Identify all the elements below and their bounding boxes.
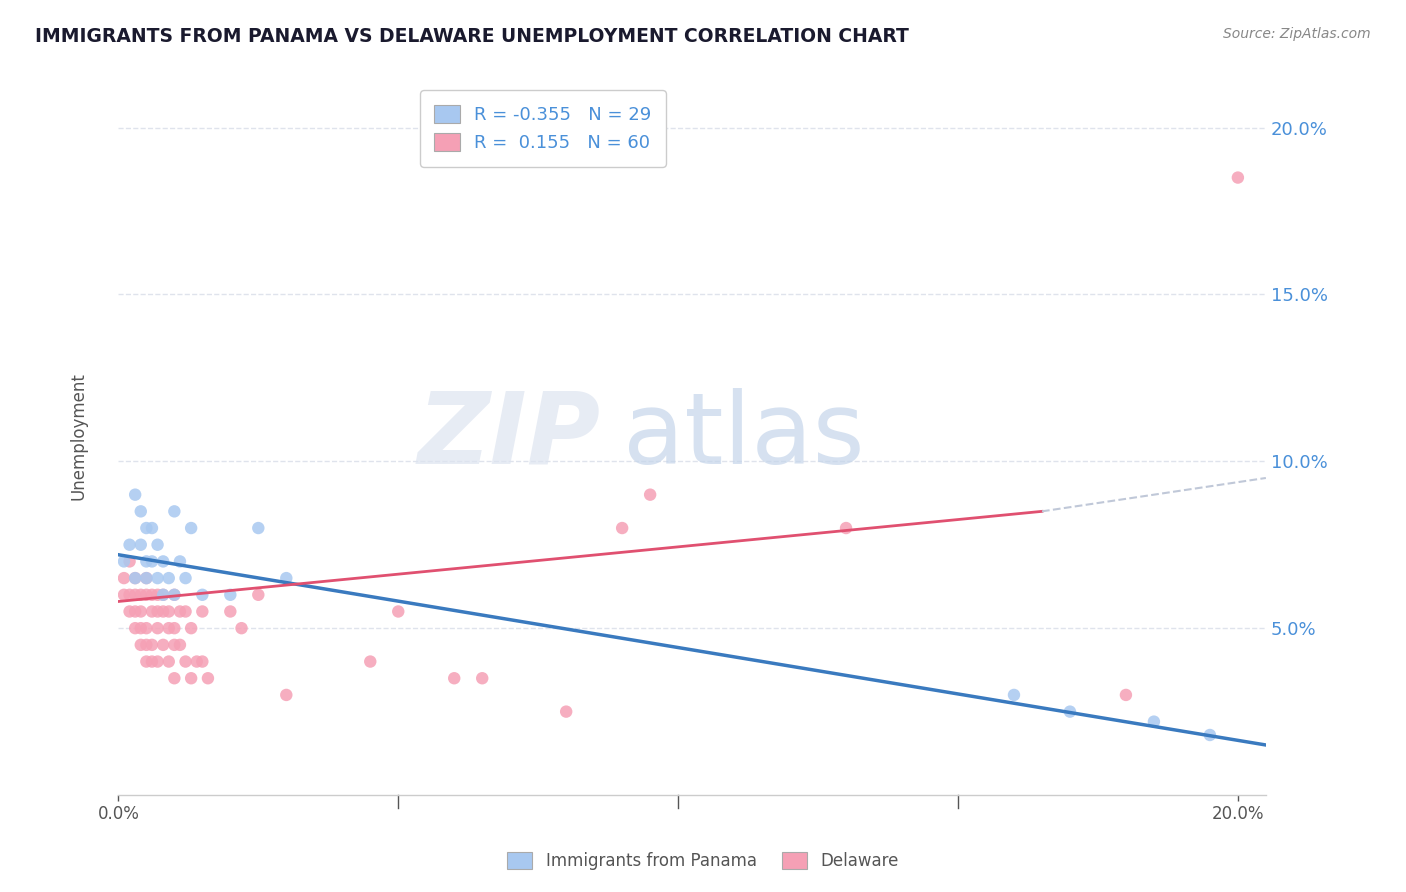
Point [141, 521, 163, 535]
Point [157, 571, 180, 585]
Point [157, 605, 180, 619]
Point [118, 538, 141, 552]
Point [219, 605, 242, 619]
Point [124, 571, 146, 585]
Point [152, 588, 174, 602]
Point [163, 588, 186, 602]
Point [197, 671, 219, 685]
Point [135, 588, 157, 602]
Point [157, 621, 180, 635]
Text: IMMIGRANTS FROM PANAMA VS DELAWARE UNEMPLOYMENT CORRELATION CHART: IMMIGRANTS FROM PANAMA VS DELAWARE UNEMP… [35, 27, 910, 45]
Legend: Immigrants from Panama, Delaware: Immigrants from Panama, Delaware [501, 845, 905, 877]
Point [191, 655, 214, 669]
Point [141, 554, 163, 568]
Point [163, 588, 186, 602]
Point [174, 571, 197, 585]
Point [231, 621, 253, 635]
Point [1226, 170, 1249, 185]
Point [180, 621, 202, 635]
Point [163, 621, 186, 635]
Point [146, 571, 169, 585]
Point [135, 655, 157, 669]
Point [359, 655, 381, 669]
Point [124, 588, 146, 602]
Point [141, 588, 163, 602]
Point [135, 571, 157, 585]
Point [141, 638, 163, 652]
Point [118, 605, 141, 619]
Text: Unemployment: Unemployment [69, 372, 87, 500]
Point [152, 554, 174, 568]
Point [124, 488, 146, 502]
Point [443, 671, 465, 685]
Point [146, 588, 169, 602]
Point [163, 638, 186, 652]
Legend: R = -0.355   N = 29, R =  0.155   N = 60: R = -0.355 N = 29, R = 0.155 N = 60 [420, 90, 666, 167]
Point [163, 671, 186, 685]
Point [129, 638, 152, 652]
Point [247, 588, 270, 602]
Point [1143, 714, 1166, 729]
Point [124, 571, 146, 585]
Point [180, 671, 202, 685]
Point [152, 638, 174, 652]
Point [471, 671, 494, 685]
Point [1199, 728, 1222, 742]
Point [638, 488, 661, 502]
Point [135, 521, 157, 535]
Point [186, 655, 208, 669]
Point [146, 605, 169, 619]
Point [835, 521, 858, 535]
Point [169, 638, 191, 652]
Point [112, 571, 135, 585]
Point [124, 605, 146, 619]
Point [387, 605, 409, 619]
Point [191, 605, 214, 619]
Point [141, 655, 163, 669]
Point [1059, 705, 1081, 719]
Point [610, 521, 633, 535]
Point [276, 571, 298, 585]
Point [180, 521, 202, 535]
Point [118, 588, 141, 602]
Point [112, 554, 135, 568]
Point [152, 605, 174, 619]
Point [1002, 688, 1025, 702]
Point [135, 638, 157, 652]
Point [129, 588, 152, 602]
Point [146, 621, 169, 635]
Point [1115, 688, 1137, 702]
Point [135, 571, 157, 585]
Point [124, 621, 146, 635]
Text: ZIP: ZIP [418, 388, 600, 484]
Point [129, 605, 152, 619]
Point [146, 655, 169, 669]
Point [118, 554, 141, 568]
Text: Source: ZipAtlas.com: Source: ZipAtlas.com [1223, 27, 1371, 41]
Point [555, 705, 578, 719]
Point [169, 605, 191, 619]
Point [129, 504, 152, 518]
Point [135, 621, 157, 635]
Point [135, 554, 157, 568]
Point [129, 538, 152, 552]
Point [169, 554, 191, 568]
Point [157, 655, 180, 669]
Point [152, 588, 174, 602]
Text: atlas: atlas [623, 388, 865, 484]
Point [174, 605, 197, 619]
Point [163, 504, 186, 518]
Point [112, 588, 135, 602]
Point [129, 621, 152, 635]
Point [174, 655, 197, 669]
Point [276, 688, 298, 702]
Point [141, 605, 163, 619]
Point [146, 538, 169, 552]
Point [191, 588, 214, 602]
Point [219, 588, 242, 602]
Point [247, 521, 270, 535]
